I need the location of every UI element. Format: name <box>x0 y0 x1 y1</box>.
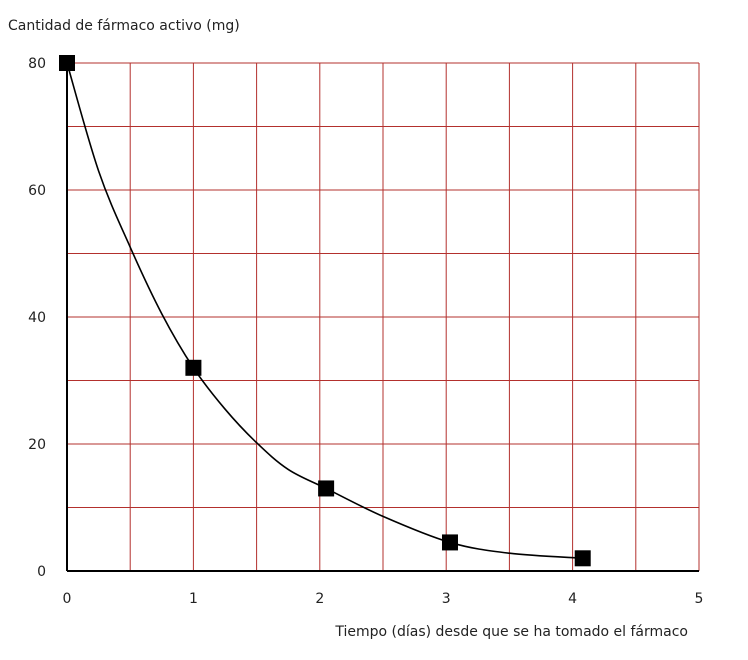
x-tick-label: 3 <box>442 591 451 607</box>
data-point <box>318 480 335 497</box>
data-point <box>59 55 75 71</box>
y-tick-label: 0 <box>37 564 46 580</box>
x-tick-label: 0 <box>63 591 72 607</box>
y-tick-labels: 0 20 40 60 80 <box>28 56 46 580</box>
y-tick-label: 20 <box>28 437 46 453</box>
x-tick-label: 5 <box>695 591 704 607</box>
y-axis-label: Cantidad de fármaco activo (mg) <box>8 18 240 34</box>
y-tick-label: 60 <box>28 183 46 199</box>
data-point <box>574 550 591 567</box>
y-tick-label: 80 <box>28 56 46 72</box>
x-axis-label: Tiempo (días) desde que se ha tomado el … <box>334 624 688 640</box>
data-markers <box>59 55 591 567</box>
x-tick-label: 2 <box>315 591 324 607</box>
y-tick-label: 40 <box>28 310 46 326</box>
x-tick-label: 1 <box>189 591 198 607</box>
data-point <box>441 534 458 551</box>
data-point <box>185 359 202 376</box>
grid <box>66 62 700 572</box>
x-tick-labels: 0 1 2 3 4 5 <box>63 591 704 607</box>
x-tick-label: 4 <box>568 591 577 607</box>
